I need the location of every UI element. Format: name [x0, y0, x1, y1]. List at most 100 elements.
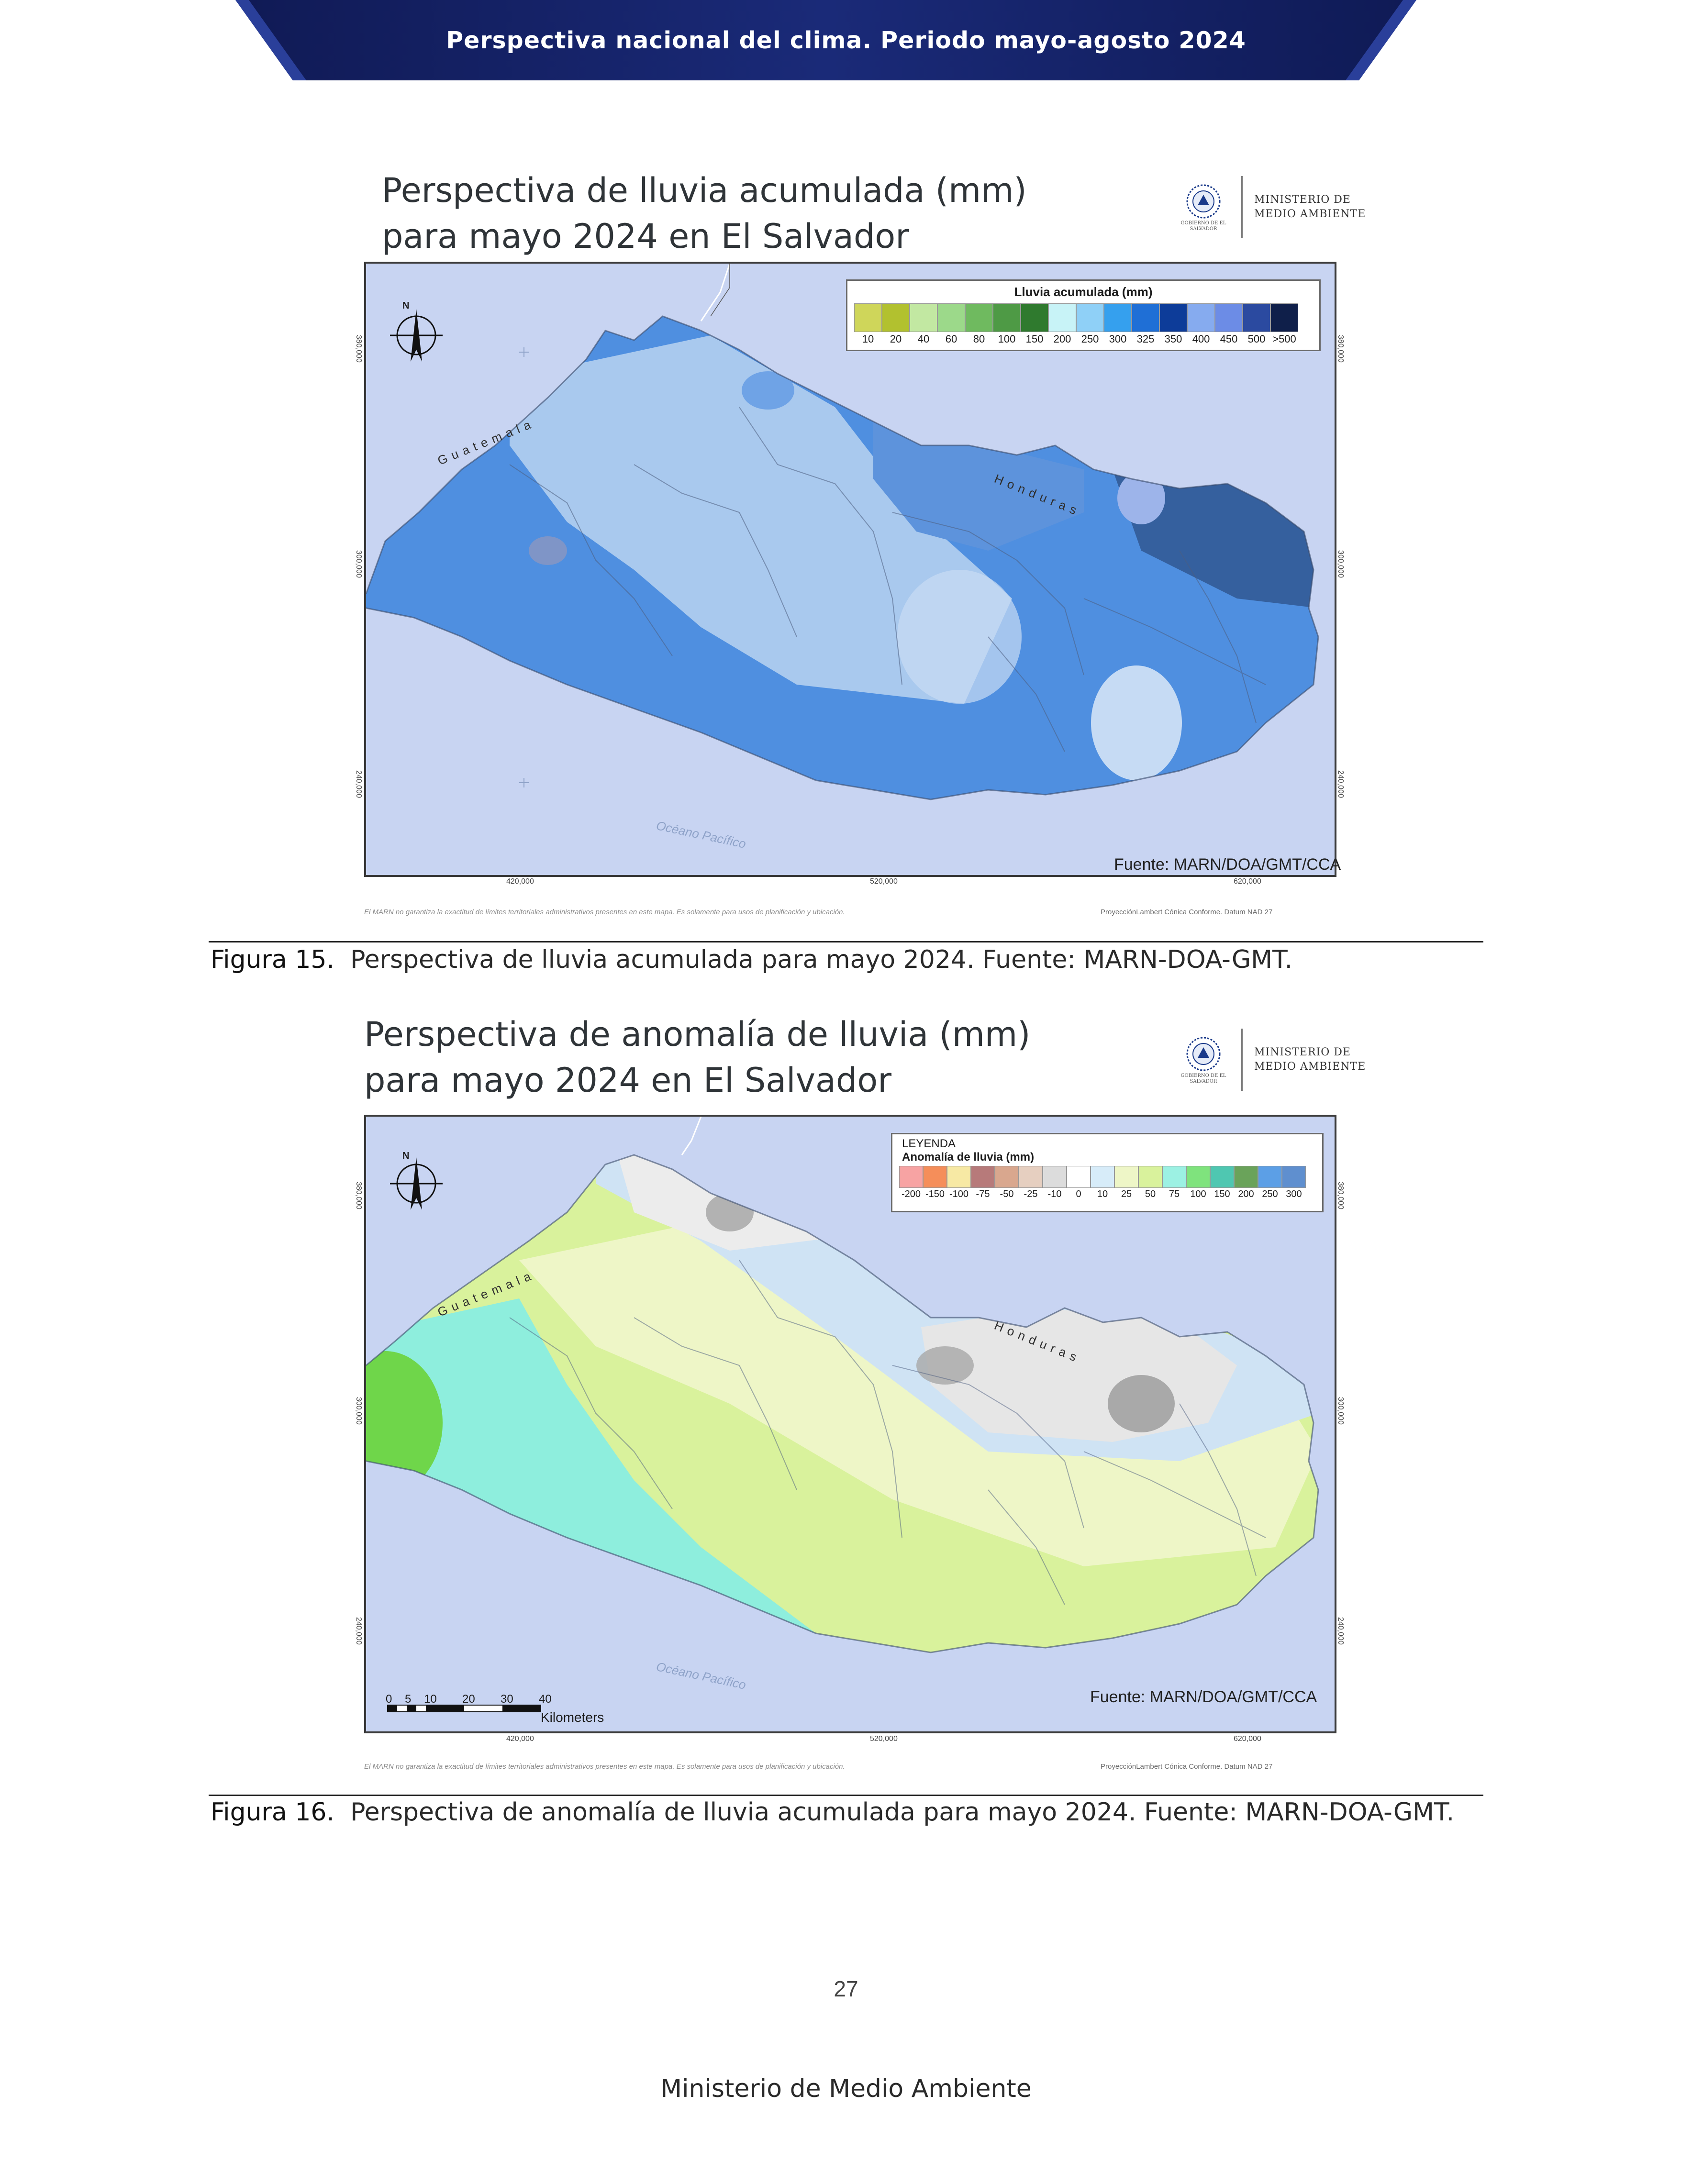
legend-label: 250	[1081, 333, 1099, 345]
figure-16-title-line1: Perspectiva de anomalía de lluvia (mm)	[364, 1015, 1031, 1054]
legend-swatch	[1159, 303, 1187, 332]
ministry-logo: GOBIERNO DE EL SALVADOR MINISTERIO DE ME…	[1177, 176, 1366, 238]
legend-label: 20	[890, 333, 902, 345]
caption-rule	[209, 1795, 1483, 1796]
legend-label: 150	[1214, 1189, 1230, 1199]
legend-label: 450	[1220, 333, 1238, 345]
figure-15-caption: Figura 15. Perspectiva de lluvia acumula…	[211, 945, 1292, 974]
map1-y-tick: 380,000	[355, 335, 363, 363]
legend-swatch	[854, 303, 882, 332]
map-rain-accumulated-canvas	[366, 264, 1335, 875]
legend-label: 200	[1238, 1189, 1254, 1199]
map2-y-tick: 380,000	[1336, 1182, 1345, 1209]
legend-label: 80	[973, 333, 985, 345]
legend-swatch	[1162, 1166, 1186, 1188]
legend-label: 250	[1262, 1189, 1278, 1199]
legend-swatch	[1076, 303, 1104, 332]
legend-label: -75	[976, 1189, 990, 1199]
seal-icon	[1186, 1037, 1221, 1071]
legend-swatch	[923, 1166, 947, 1188]
north-arrow-icon	[390, 309, 443, 362]
map2-x-tick: 520,000	[870, 1735, 898, 1743]
legend-label: -50	[1000, 1189, 1014, 1199]
legend-label: 25	[1121, 1189, 1132, 1199]
legend-swatch	[1104, 303, 1132, 332]
map2-y-tick: 300,000	[355, 1397, 363, 1425]
legend-label: -100	[949, 1189, 969, 1199]
legend-swatch	[1138, 1166, 1162, 1188]
legend-label: 150	[1025, 333, 1044, 345]
figure-16-title-line2: para mayo 2024 en El Salvador	[364, 1061, 891, 1100]
seal-icon	[1186, 184, 1221, 219]
map2-disclaimer: El MARN no garantiza la exactitud de lím…	[364, 1763, 845, 1771]
header-banner	[235, 0, 1416, 80]
legend-swatch-row	[854, 303, 1319, 332]
logo-divider	[1241, 176, 1243, 238]
legend-swatch	[1114, 1166, 1138, 1188]
scale-bar-label: 20	[462, 1693, 475, 1706]
scale-bar-label: 30	[501, 1693, 513, 1706]
map1-x-tick: 620,000	[1234, 877, 1261, 886]
legend-swatch	[1210, 1166, 1234, 1188]
legend-swatch	[1282, 1166, 1306, 1188]
legend-swatch	[947, 1166, 971, 1188]
map-rain-anomaly	[364, 1115, 1336, 1733]
legend-swatch	[1043, 1166, 1067, 1188]
legend-swatch	[899, 1166, 923, 1188]
legend-swatch	[965, 303, 993, 332]
legend-swatch	[1048, 303, 1076, 332]
map2-y-tick: 300,000	[1336, 1397, 1345, 1425]
legend-swatch	[1215, 303, 1243, 332]
figure-16-title: Perspectiva de anomalía de lluvia (mm) p…	[364, 1011, 1030, 1103]
map1-y-tick: 240,000	[355, 770, 363, 798]
map2-y-tick: 240,000	[355, 1617, 363, 1645]
legend-swatch	[882, 303, 910, 332]
legend-label: -25	[1024, 1189, 1038, 1199]
figure-15-title-line2: para mayo 2024 en El Salvador	[382, 217, 909, 256]
legend-swatch	[993, 303, 1021, 332]
map-rain-accumulated	[364, 262, 1336, 877]
legend-label: 40	[917, 333, 930, 345]
ministry-name-line2: MEDIO AMBIENTE	[1254, 208, 1366, 220]
ministry-name-line1: MINISTERIO DE	[1254, 194, 1351, 206]
footer-ministry: Ministerio de Medio Ambiente	[660, 2074, 1032, 2103]
figure-16-caption-text: Perspectiva de anomalía de lluvia acumul…	[350, 1798, 1455, 1827]
map2-x-tick: 620,000	[1234, 1735, 1261, 1743]
seal-caption: GOBIERNO DE EL SALVADOR	[1180, 221, 1226, 232]
legend-label: -200	[901, 1189, 921, 1199]
map1-y-tick: 240,000	[1336, 770, 1345, 798]
legend-label: 300	[1286, 1189, 1302, 1199]
legend-swatch	[1091, 1166, 1114, 1188]
legend-label: 400	[1192, 333, 1210, 345]
scale-bar	[387, 1705, 541, 1712]
legend-swatch	[971, 1166, 995, 1188]
legend-label: >500	[1272, 333, 1296, 345]
legend-label: 100	[998, 333, 1016, 345]
legend-swatch	[1234, 1166, 1258, 1188]
legend-label: 200	[1053, 333, 1071, 345]
legend-swatch	[1067, 1166, 1091, 1188]
legend-rain-anomaly: LEYENDA Anomalía de lluvia (mm) -200 -150…	[891, 1133, 1324, 1212]
legend-label: 500	[1247, 333, 1266, 345]
scale-bar-label: 10	[424, 1693, 437, 1706]
legend-swatch	[937, 303, 965, 332]
header-title: Perspectiva nacional del clima. Periodo …	[446, 27, 1246, 54]
map1-y-tick: 300,000	[355, 550, 363, 578]
legend-heading: LEYENDA	[902, 1137, 956, 1150]
figure-16-caption-label: Figura 16.	[211, 1798, 335, 1827]
map1-datum: ProyecciónLambert Cónica Conforme. Datum…	[1101, 908, 1273, 916]
figure-15-caption-text: Perspectiva de lluvia acumulada para may…	[350, 945, 1293, 974]
map2-y-tick: 240,000	[1336, 1617, 1345, 1645]
legend-title: Anomalía de lluvia (mm)	[902, 1151, 1035, 1164]
north-arrow-icon	[390, 1157, 443, 1210]
map1-y-tick: 300,000	[1336, 550, 1345, 578]
map1-disclaimer: El MARN no garantiza la exactitud de lím…	[364, 908, 845, 916]
legend-swatch-row	[899, 1166, 1322, 1188]
page-number: 27	[834, 1976, 858, 2001]
legend-swatch	[910, 303, 937, 332]
legend-label-row: -200 -150 -100 -75 -50 -25 -10 0 10 25 50 75 100 150 2…	[899, 1189, 1322, 1200]
legend-swatch	[1187, 303, 1215, 332]
map1-source: Fuente: MARN/DOA/GMT/CCA	[1114, 855, 1341, 874]
caption-rule	[209, 941, 1483, 942]
legend-rain-accumulated: Lluvia acumulada (mm) 10 20 40 60 80 100 150 20…	[846, 279, 1321, 351]
